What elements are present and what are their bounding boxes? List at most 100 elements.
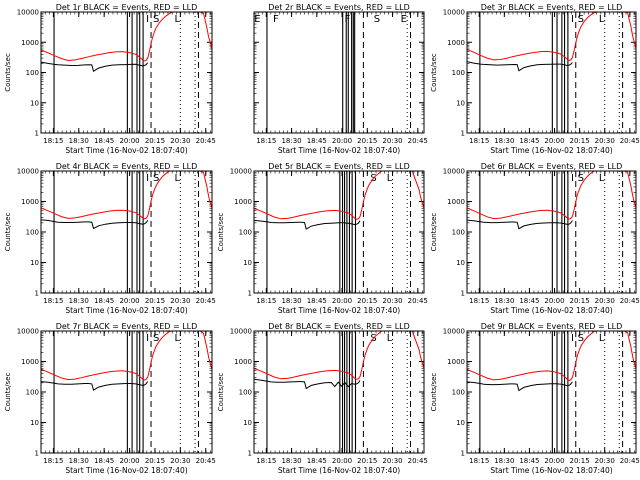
flag-letter: I [571, 14, 574, 25]
y-tick-label: 10000 [443, 9, 465, 17]
panel-title: Det 4r BLACK = Events, RED = LLD [56, 162, 198, 171]
x-tick-label: 18:30 [494, 457, 514, 465]
series-lld-line [41, 331, 212, 381]
y-tick-label: 10000 [230, 168, 252, 176]
panel-title: Det 8r BLACK = Events, RED = LLD [268, 322, 410, 331]
y-tick-label: 1000 [447, 39, 465, 47]
x-tick-label: 18:30 [281, 457, 301, 465]
x-tick-label: 18:30 [281, 297, 301, 305]
y-axis-label: Counts/sec [430, 213, 438, 252]
series-events-line [41, 61, 149, 72]
x-tick-label: 20:45 [196, 457, 216, 465]
x-tick-label: 20:00 [332, 297, 352, 305]
x-tick-label: 20:45 [620, 457, 640, 465]
flag-letter: I [571, 333, 574, 344]
x-tick-label: 20:15 [570, 137, 590, 145]
y-tick-label: 1000 [21, 39, 39, 47]
y-tick-label: 100 [452, 69, 465, 77]
panel-4: Det 4r BLACK = Events, RED = LLD Start Ti… [4, 162, 216, 315]
y-axis-label: Counts/sec [217, 213, 225, 252]
y-tick-label: 10000 [17, 168, 39, 176]
y-tick-label: 10 [456, 259, 465, 267]
x-tick-label: 18:15 [256, 137, 276, 145]
y-tick-label: 100 [452, 229, 465, 237]
plot-frame [40, 170, 213, 294]
x-tick-label: 18:30 [69, 137, 89, 145]
x-tick-label: 20:00 [119, 457, 139, 465]
series-lld-line [41, 171, 212, 220]
flag-letter: S [153, 173, 159, 184]
y-tick-label: 1000 [447, 198, 465, 206]
x-tick-label: 18:45 [94, 297, 114, 305]
series-events-line [254, 219, 361, 230]
y-tick-label: 10 [243, 259, 252, 267]
y-tick-label: 1000 [234, 198, 252, 206]
y-tick-label: 10000 [443, 168, 465, 176]
x-tick-label: 20:00 [332, 137, 352, 145]
y-tick-label: 100 [26, 69, 39, 77]
y-tick-label: 1 [461, 450, 465, 458]
x-tick-label: 20:00 [119, 297, 139, 305]
y-tick-label: 1 [35, 450, 39, 458]
y-tick-label: 100 [26, 229, 39, 237]
flag-letter: S [578, 14, 584, 25]
x-tick-label: 20:15 [357, 137, 377, 145]
x-tick-label: 20:45 [620, 297, 640, 305]
x-tick-label: 18:45 [94, 457, 114, 465]
panel-title: Det 5r BLACK = Events, RED = LLD [268, 162, 410, 171]
series-lld-line [254, 331, 424, 380]
x-tick-label: 20:30 [382, 137, 402, 145]
y-tick-label: 10000 [230, 328, 252, 336]
x-tick-label: 20:30 [170, 137, 190, 145]
flag-letter: L [599, 14, 605, 25]
series-lld-line [467, 171, 636, 220]
x-tick-label: 18:15 [256, 457, 276, 465]
panel-title: Det 2r BLACK = Events, RED = LLD [268, 3, 410, 12]
x-tick-label: 20:15 [145, 137, 165, 145]
x-tick-label: 20:30 [382, 457, 402, 465]
plot-frame [40, 330, 213, 454]
x-axis-label: Start Time (16-Nov-02 18:07:40) [278, 146, 400, 155]
y-tick-label: 100 [239, 229, 252, 237]
flag-letter: S [153, 333, 159, 344]
y-axis-label: Counts/sec [4, 373, 12, 412]
y-tick-label: 1 [461, 130, 465, 138]
flag-letter: I [146, 14, 149, 25]
x-tick-label: 20:00 [544, 457, 564, 465]
plot-frame [466, 330, 637, 454]
x-tick-label: 18:45 [94, 137, 114, 145]
y-tick-label: 1000 [447, 358, 465, 366]
y-tick-label: 1 [35, 130, 39, 138]
x-tick-label: 20:15 [570, 457, 590, 465]
panel-8: Det 8r BLACK = Events, RED = LLD Start Ti… [217, 322, 428, 475]
x-axis-label: Start Time (16-Nov-02 18:07:40) [65, 306, 187, 315]
x-tick-label: 18:45 [519, 297, 539, 305]
x-tick-label: 20:15 [357, 297, 377, 305]
panel-7: Det 7r BLACK = Events, RED = LLD Start Ti… [4, 322, 216, 475]
y-tick-label: 1000 [21, 198, 39, 206]
x-axis-label: Start Time (16-Nov-02 18:07:40) [65, 146, 187, 155]
x-tick-label: 18:15 [469, 137, 489, 145]
y-axis-label: Counts/sec [430, 373, 438, 412]
x-tick-label: 20:15 [145, 297, 165, 305]
flag-letter: L [387, 333, 393, 344]
series-events-line [467, 219, 573, 230]
y-tick-label: 10 [30, 259, 39, 267]
flag-letter: S [153, 14, 159, 25]
x-axis-label: Start Time (16-Nov-02 18:07:40) [278, 466, 400, 475]
flag-letter: F [345, 14, 351, 25]
x-tick-label: 20:00 [544, 297, 564, 305]
x-tick-label: 18:15 [43, 457, 63, 465]
flag-letter: I [146, 333, 149, 344]
y-tick-label: 10000 [17, 328, 39, 336]
flag-letter: E [254, 14, 260, 25]
x-tick-label: 18:15 [469, 297, 489, 305]
x-tick-label: 18:30 [494, 297, 514, 305]
plot-frame [253, 170, 425, 294]
panel-2: Det 2r BLACK = Events, RED = LLD Start Ti… [253, 3, 428, 155]
x-tick-label: 18:30 [281, 137, 301, 145]
y-tick-label: 10 [456, 419, 465, 427]
x-tick-label: 20:45 [408, 137, 428, 145]
y-axis-label: Counts/sec [4, 213, 12, 252]
